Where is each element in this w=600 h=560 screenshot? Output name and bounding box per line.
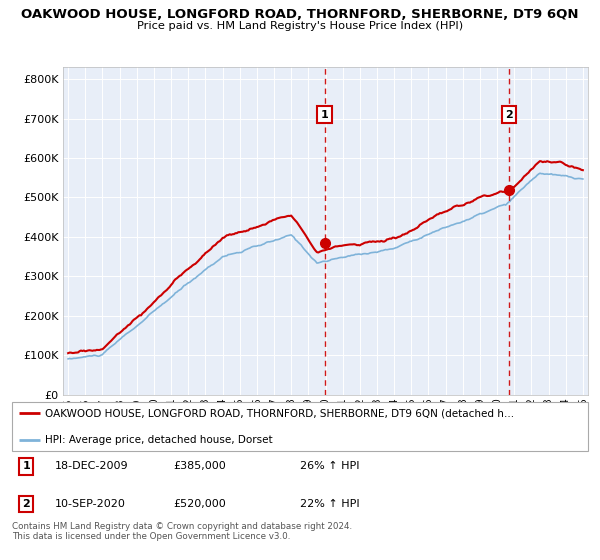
Text: Price paid vs. HM Land Registry's House Price Index (HPI): Price paid vs. HM Land Registry's House … (137, 21, 463, 31)
Text: £520,000: £520,000 (173, 499, 226, 509)
Text: 26% ↑ HPI: 26% ↑ HPI (300, 461, 359, 472)
FancyBboxPatch shape (12, 402, 588, 451)
Text: 10-SEP-2020: 10-SEP-2020 (55, 499, 126, 509)
Text: 1: 1 (321, 110, 329, 120)
Text: 2: 2 (23, 499, 30, 509)
Text: Contains HM Land Registry data © Crown copyright and database right 2024.
This d: Contains HM Land Registry data © Crown c… (12, 522, 352, 542)
Text: OAKWOOD HOUSE, LONGFORD ROAD, THORNFORD, SHERBORNE, DT9 6QN (detached h…: OAKWOOD HOUSE, LONGFORD ROAD, THORNFORD,… (45, 408, 514, 418)
Text: HPI: Average price, detached house, Dorset: HPI: Average price, detached house, Dors… (45, 435, 272, 445)
Text: £385,000: £385,000 (173, 461, 226, 472)
Text: 1: 1 (23, 461, 30, 472)
Text: 22% ↑ HPI: 22% ↑ HPI (300, 499, 359, 509)
Text: 18-DEC-2009: 18-DEC-2009 (55, 461, 129, 472)
Text: 2: 2 (505, 110, 513, 120)
Text: OAKWOOD HOUSE, LONGFORD ROAD, THORNFORD, SHERBORNE, DT9 6QN: OAKWOOD HOUSE, LONGFORD ROAD, THORNFORD,… (21, 8, 579, 21)
